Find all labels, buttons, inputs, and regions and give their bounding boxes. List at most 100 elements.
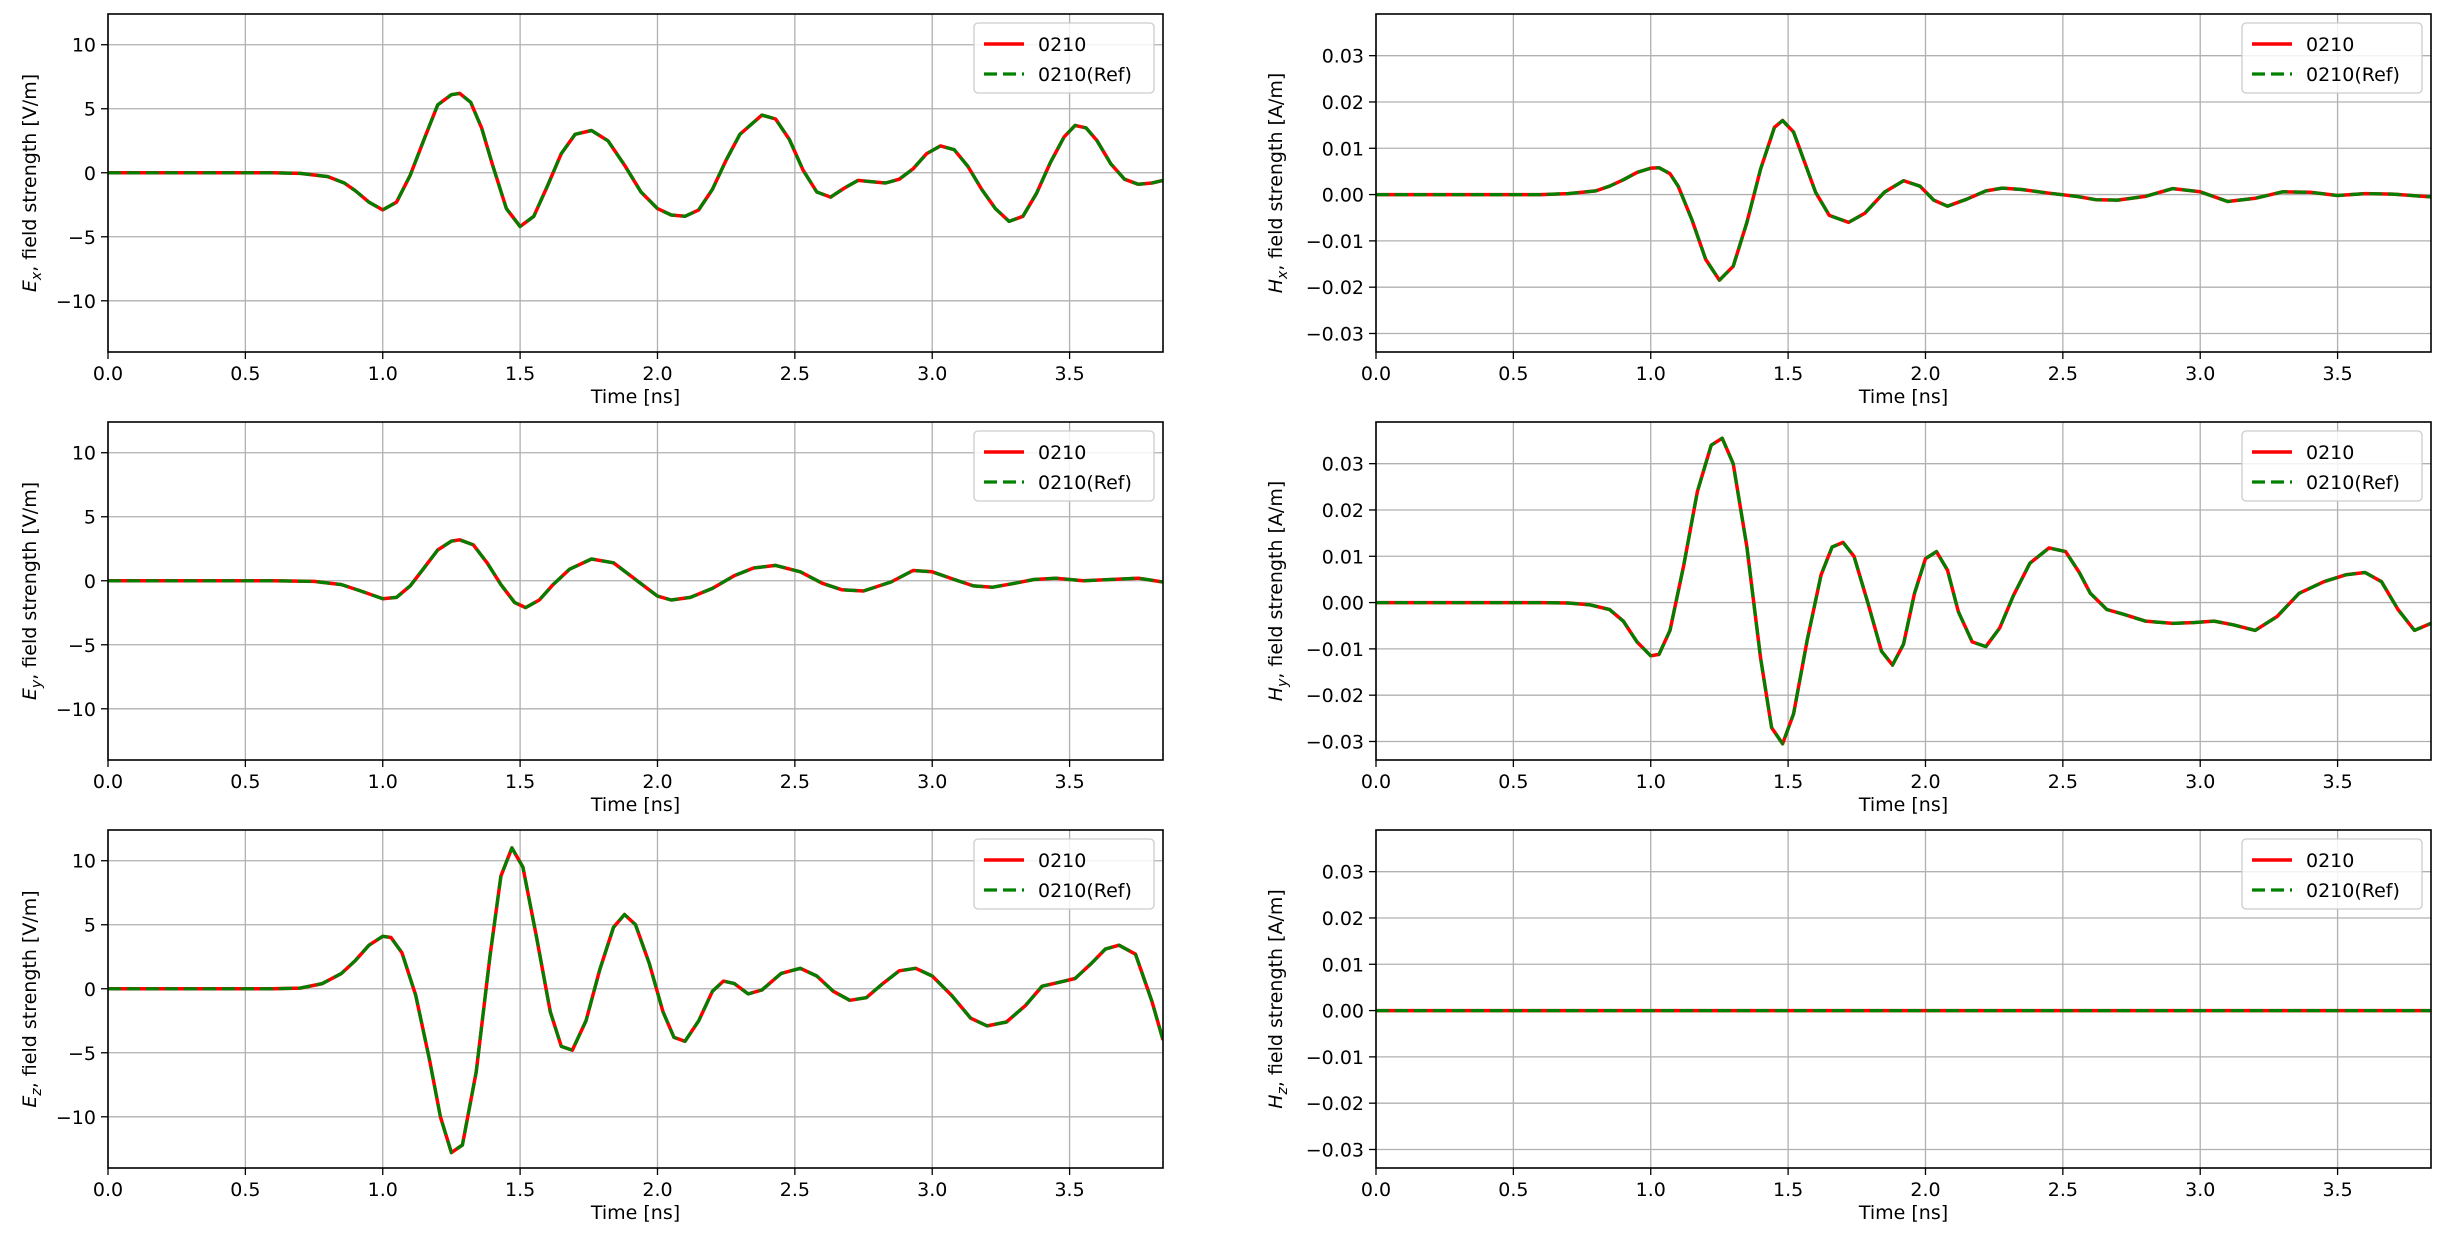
y-tick-label: 0.01	[1322, 954, 1364, 976]
y-axis-label: Hx, field strength [A/m]	[1265, 73, 1291, 294]
x-tick-label: 1.5	[505, 1179, 535, 1201]
x-tick-label: 2.5	[2048, 771, 2078, 793]
x-tick-label: 3.0	[2185, 363, 2215, 385]
legend-label: 0210	[2306, 442, 2354, 464]
x-tick-label: 3.5	[1054, 363, 1084, 385]
x-tick-label: 0.0	[1361, 363, 1391, 385]
x-tick-label: 0.5	[230, 1179, 260, 1201]
y-tick-label: −0.02	[1306, 277, 1364, 299]
x-tick-label: 0.5	[230, 363, 260, 385]
x-tick-label: 2.0	[1910, 771, 1940, 793]
x-axis-label: Time [ns]	[590, 794, 680, 816]
series-line-ref	[1376, 118, 2431, 282]
x-tick-label: 1.0	[1636, 363, 1666, 385]
y-tick-label: −10	[56, 1107, 96, 1129]
legend-label: 0210	[1038, 442, 1086, 464]
x-tick-label: 1.5	[1773, 1179, 1803, 1201]
x-tick-label: 3.5	[2322, 363, 2352, 385]
axes-frame	[107, 829, 1164, 1169]
y-tick-label: 0.01	[1322, 546, 1364, 568]
legend-box	[973, 22, 1155, 94]
x-axis-label: Time [ns]	[590, 1202, 680, 1224]
subplot-hz: 0.0 0.5 1.0 1.5 2.0 2.5 3.0 3.5 −0.03 −0.02 −0.01 0…	[1265, 829, 2432, 1224]
x-tick-label: 1.0	[368, 1179, 398, 1201]
x-tick-label: 3.0	[2185, 771, 2215, 793]
x-tick-label: 1.5	[505, 771, 535, 793]
legend-label: 0210(Ref)	[2306, 64, 2400, 86]
y-tick-label: 5	[84, 915, 96, 937]
x-tick-label: 0.5	[1498, 1179, 1528, 1201]
y-tick-label: −0.03	[1306, 731, 1364, 753]
axes-frame	[107, 421, 1164, 761]
subplot-ey: 0.0 0.5 1.0 1.5 2.0 2.5 3.0 3.5 −10 −5 0 5 10 Time [n…	[19, 421, 1164, 816]
subplot-ez: 0.0 0.5 1.0 1.5 2.0 2.5 3.0 3.5 −10 −5 0 5 10 Time [n…	[19, 829, 1164, 1224]
x-tick-label: 3.0	[917, 771, 947, 793]
y-tick-label: −10	[56, 699, 96, 721]
x-tick-label: 2.0	[642, 771, 672, 793]
legend-box	[973, 838, 1155, 910]
y-axis-label: Ex, field strength [V/m]	[19, 74, 45, 292]
axes-frame	[107, 13, 1164, 353]
x-tick-label: 2.5	[780, 771, 810, 793]
x-axis-label: Time [ns]	[1858, 794, 1948, 816]
series-line-ref	[108, 91, 1163, 229]
x-tick-label: 3.0	[917, 363, 947, 385]
x-tick-label: 2.0	[642, 1179, 672, 1201]
legend: 0210 0210(Ref)	[2241, 430, 2423, 502]
x-tick-label: 0.5	[230, 771, 260, 793]
y-tick-label: 0.02	[1322, 500, 1364, 522]
y-tick-label: 10	[72, 35, 96, 57]
series-line-ref	[1376, 436, 2431, 746]
legend: 0210 0210(Ref)	[973, 838, 1155, 910]
x-tick-label: 3.5	[1054, 771, 1084, 793]
x-tick-label: 2.5	[2048, 363, 2078, 385]
y-tick-label: −0.03	[1306, 1139, 1364, 1161]
y-tick-label: 10	[72, 851, 96, 873]
legend: 0210 0210(Ref)	[973, 430, 1155, 502]
y-tick-label: 0	[84, 571, 96, 593]
y-tick-label: −10	[56, 291, 96, 313]
legend-label: 0210	[1038, 850, 1086, 872]
x-tick-label: 1.5	[1773, 363, 1803, 385]
x-tick-label: 0.5	[1498, 771, 1528, 793]
y-tick-label: 0.03	[1322, 46, 1364, 68]
y-tick-label: 0.03	[1322, 454, 1364, 476]
x-tick-label: 1.0	[368, 363, 398, 385]
legend-label: 0210	[1038, 34, 1086, 56]
x-tick-label: 1.5	[1773, 771, 1803, 793]
subplot-ex: 0.0 0.5 1.0 1.5 2.0 2.5 3.0 3.5 −10 −5 0 5 10 Time [n…	[19, 13, 1164, 408]
legend: 0210 0210(Ref)	[2241, 22, 2423, 94]
x-tick-label: 1.5	[505, 363, 535, 385]
y-tick-label: −0.02	[1306, 685, 1364, 707]
y-tick-label: −0.01	[1306, 231, 1364, 253]
x-tick-label: 1.0	[368, 771, 398, 793]
y-tick-label: 0.02	[1322, 92, 1364, 114]
y-tick-label: 0	[84, 163, 96, 185]
y-tick-label: −0.02	[1306, 1093, 1364, 1115]
series-line	[1376, 118, 2431, 282]
x-tick-label: 3.0	[917, 1179, 947, 1201]
y-tick-label: 0.00	[1322, 593, 1364, 615]
legend-box	[2241, 22, 2423, 94]
y-axis-label: Ez, field strength [V/m]	[19, 890, 45, 1107]
y-tick-label: 5	[84, 507, 96, 529]
y-tick-label: −5	[68, 1043, 96, 1065]
series-line-ref	[108, 846, 1163, 1155]
y-tick-label: −0.03	[1306, 323, 1364, 345]
legend-label: 0210(Ref)	[1038, 880, 1132, 902]
y-tick-label: −0.01	[1306, 639, 1364, 661]
legend-label: 0210(Ref)	[2306, 880, 2400, 902]
axes-frame	[1375, 829, 2432, 1169]
x-axis-label: Time [ns]	[590, 386, 680, 408]
y-tick-label: 0.00	[1322, 185, 1364, 207]
x-tick-label: 1.0	[1636, 771, 1666, 793]
y-tick-label: −0.01	[1306, 1047, 1364, 1069]
x-tick-label: 2.0	[1910, 363, 1940, 385]
x-tick-label: 1.0	[1636, 1179, 1666, 1201]
y-axis-label: Hz, field strength [A/m]	[1265, 889, 1291, 1109]
x-axis-label: Time [ns]	[1858, 1202, 1948, 1224]
x-tick-label: 2.0	[642, 363, 672, 385]
axes-frame	[1375, 421, 2432, 761]
x-tick-label: 2.0	[1910, 1179, 1940, 1201]
